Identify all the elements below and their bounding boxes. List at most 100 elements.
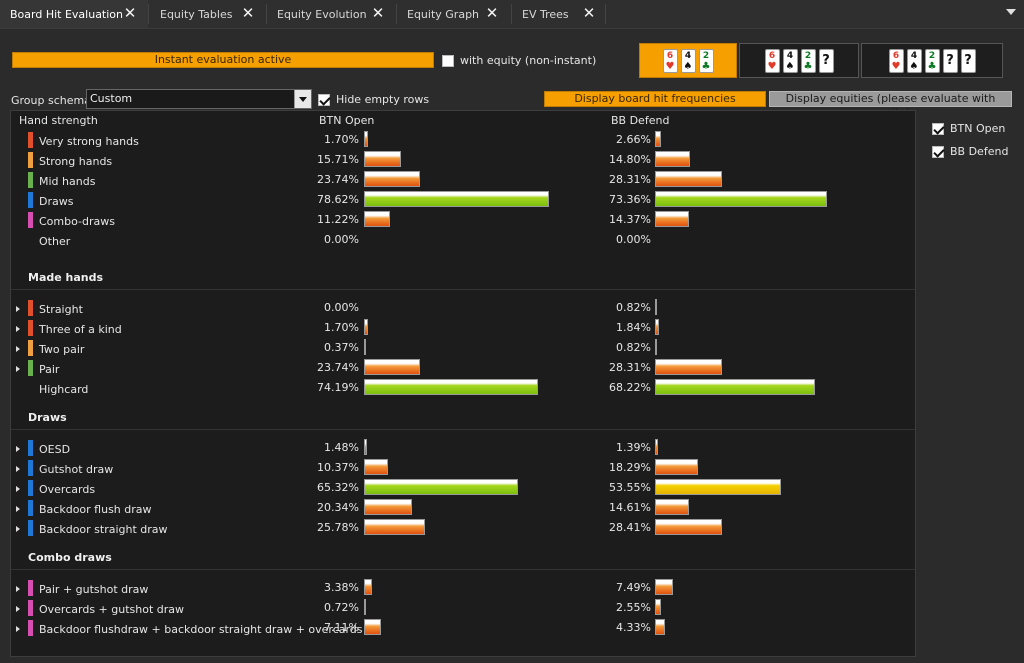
expand-arrow-icon[interactable] — [16, 366, 20, 372]
expand-arrow-icon[interactable] — [16, 466, 20, 472]
tab-equity-tables[interactable]: Equity Tables ✕ — [150, 0, 265, 28]
tab-label: EV Trees — [522, 7, 569, 21]
expand-arrow-icon[interactable] — [16, 446, 20, 452]
card-rank: 2 — [804, 50, 812, 61]
tab-ev-trees[interactable]: EV Trees ✕ — [512, 0, 604, 28]
table-row[interactable]: Straight 0.00% 0.82% — [11, 299, 915, 319]
table-row[interactable]: Strong hands 15.71% 14.80% — [11, 151, 915, 171]
row-label: OESD — [39, 443, 71, 456]
chevron-down-icon[interactable] — [1006, 9, 1016, 15]
bb-frequency-bar — [655, 319, 660, 335]
btn-percentage: 1.70% — [324, 321, 359, 334]
card-4-spades: 4 ♠ — [680, 48, 696, 73]
category-color-swatch — [28, 520, 33, 536]
table-row[interactable]: Highcard 74.19% 68.22% — [11, 379, 915, 399]
bb-frequency-bar — [655, 191, 828, 207]
table-row[interactable]: Overcards + gutshot draw 0.72% 2.55% — [11, 599, 915, 619]
group-schema-value: Custom — [90, 92, 133, 105]
checkbox-box[interactable] — [932, 145, 944, 158]
clubs-icon: ♣ — [803, 60, 813, 72]
close-icon[interactable]: ✕ — [123, 4, 137, 22]
table-row[interactable]: Draws 78.62% 73.36% — [11, 191, 915, 211]
table-row[interactable]: Two pair 0.37% 0.82% — [11, 339, 915, 359]
table-row[interactable]: Backdoor flushdraw + backdoor straight d… — [11, 619, 915, 639]
bb-percentage: 73.36% — [609, 193, 651, 206]
chevron-down-icon[interactable] — [294, 90, 311, 108]
section-divider — [11, 569, 915, 570]
table-row[interactable]: Pair + gutshot draw 3.38% 7.49% — [11, 579, 915, 599]
bb-frequency-bar — [655, 479, 781, 495]
row-label: Mid hands — [39, 175, 96, 188]
expand-arrow-icon[interactable] — [16, 486, 20, 492]
section-divider — [11, 429, 915, 430]
checkbox-box[interactable] — [318, 93, 330, 106]
btn-percentage: 0.72% — [324, 601, 359, 614]
hide-empty-rows-checkbox[interactable]: Hide empty rows — [318, 93, 429, 106]
card-rank: 6 — [768, 50, 776, 61]
card-4-spades: 4 ♠ — [906, 48, 922, 73]
unknown-card-icon: ? — [942, 48, 958, 73]
bb-percentage: 14.80% — [609, 153, 651, 166]
range-checkbox-bb-defend[interactable]: BB Defend — [932, 145, 1008, 158]
card-2-clubs: 2 ♣ — [698, 48, 714, 73]
category-color-swatch — [28, 620, 33, 636]
expand-arrow-icon[interactable] — [16, 526, 20, 532]
board-button-flop[interactable]: 6 ♥ 4 ♠ 2 ♣ — [639, 43, 737, 78]
tab-board-hit-evaluation[interactable]: Board Hit Evaluation ✕ — [0, 0, 148, 28]
category-color-swatch — [28, 320, 33, 336]
btn-frequency-bar — [364, 171, 420, 187]
expand-arrow-icon[interactable] — [16, 586, 20, 592]
display-equities-button[interactable]: Display equities (please evaluate with e… — [769, 91, 1012, 119]
tab-equity-graph[interactable]: Equity Graph ✕ — [397, 0, 510, 28]
table-row[interactable]: Overcards 65.32% 53.55% — [11, 479, 915, 499]
card-rank: 4 — [684, 50, 692, 61]
hide-empty-rows-label: Hide empty rows — [336, 93, 430, 106]
category-color-swatch — [28, 212, 33, 228]
card-4-spades: 4 ♠ — [782, 48, 798, 73]
btn-percentage: 25.78% — [317, 521, 359, 534]
btn-frequency-bar — [364, 191, 549, 207]
expand-arrow-icon[interactable] — [16, 306, 20, 312]
board-button-river[interactable]: 6 ♥ 4 ♠ 2 ♣?? — [861, 43, 1003, 78]
expand-arrow-icon[interactable] — [16, 626, 20, 632]
table-row[interactable]: Combo-draws 11.22% 14.37% — [11, 211, 915, 231]
bb-frequency-bar — [655, 131, 662, 147]
close-icon[interactable]: ✕ — [241, 4, 255, 22]
expand-arrow-icon[interactable] — [16, 506, 20, 512]
btn-frequency-bar — [364, 439, 368, 455]
table-row[interactable]: Other 0.00% 0.00% — [11, 231, 915, 251]
checkbox-box[interactable] — [932, 122, 944, 135]
btn-percentage: 0.00% — [324, 301, 359, 314]
table-row[interactable]: Very strong hands 1.70% 2.66% — [11, 131, 915, 151]
close-icon[interactable]: ✕ — [582, 4, 596, 22]
table-row[interactable]: OESD 1.48% 1.39% — [11, 439, 915, 459]
category-color-swatch — [28, 132, 33, 148]
board-button-turn[interactable]: 6 ♥ 4 ♠ 2 ♣? — [739, 43, 859, 78]
checkbox-box[interactable] — [442, 54, 454, 67]
range-checkbox-btn-open[interactable]: BTN Open — [932, 122, 1005, 135]
row-label: Backdoor flush draw — [39, 503, 152, 516]
table-row[interactable]: Backdoor flush draw 20.34% 14.61% — [11, 499, 915, 519]
expand-arrow-icon[interactable] — [16, 346, 20, 352]
category-color-swatch — [28, 300, 33, 316]
clubs-icon: ♣ — [701, 60, 711, 72]
table-row[interactable]: Gutshot draw 10.37% 18.29% — [11, 459, 915, 479]
display-hit-frequencies-button[interactable]: Display board hit frequencies — [544, 91, 766, 107]
expand-arrow-icon[interactable] — [16, 606, 20, 612]
btn-frequency-bar — [364, 499, 412, 515]
table-row[interactable]: Mid hands 23.74% 28.31% — [11, 171, 915, 191]
group-schema-select[interactable]: Custom — [86, 89, 312, 109]
btn-frequency-bar — [364, 479, 518, 495]
tab-label: Equity Tables — [160, 7, 233, 21]
close-icon[interactable]: ✕ — [485, 4, 499, 22]
bb-percentage: 0.00% — [616, 233, 651, 246]
board-hit-table: Hand strength BTN Open BB Defend Very st… — [10, 110, 916, 657]
tab-equity-evolution[interactable]: Equity Evolution ✕ — [267, 0, 395, 28]
close-icon[interactable]: ✕ — [371, 4, 385, 22]
table-row[interactable]: Pair 23.74% 28.31% — [11, 359, 915, 379]
expand-arrow-icon[interactable] — [16, 326, 20, 332]
row-label: Very strong hands — [39, 135, 139, 148]
with-equity-checkbox[interactable]: with equity (non-instant) — [442, 54, 596, 67]
table-row[interactable]: Backdoor straight draw 25.78% 28.41% — [11, 519, 915, 539]
table-row[interactable]: Three of a kind 1.70% 1.84% — [11, 319, 915, 339]
